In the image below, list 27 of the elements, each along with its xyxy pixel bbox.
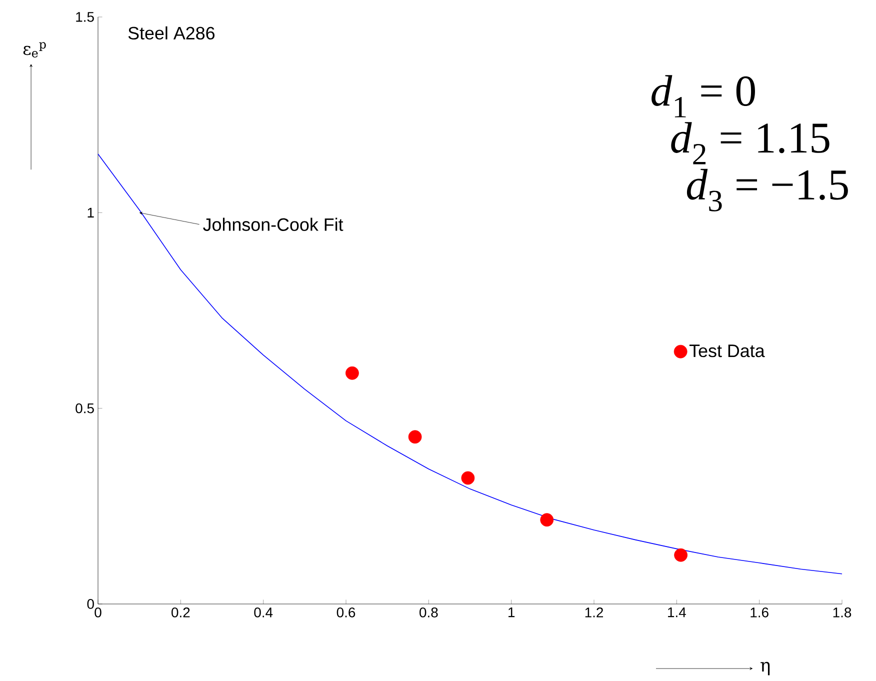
- y-tick-label: 0: [87, 599, 94, 609]
- annotation: d$_{1}$ = 0: [652, 75, 755, 118]
- chart-title: Steel A286: [128, 26, 214, 40]
- x-tick-label: 0: [94, 607, 102, 618]
- y-axis-title: ε$_{e}$p: [23, 42, 46, 58]
- x-tick-label: 1.6: [750, 607, 768, 618]
- x-tick-label: 0.6: [336, 607, 356, 618]
- y-tick-label: 1.5: [76, 12, 94, 22]
- x-tick-label: 0.4: [254, 607, 273, 618]
- point: [674, 548, 688, 562]
- point: [540, 513, 554, 527]
- point: [461, 471, 475, 485]
- x-tick-label: 1.4: [668, 608, 686, 618]
- x-tick-label: 1.8: [833, 607, 852, 618]
- y-tick-label: 0.5: [76, 403, 94, 414]
- annotation: Johnson-Cook Fit: [203, 218, 344, 231]
- annotation: d$_{2}$ = 1.15: [671, 122, 830, 164]
- x-tick-label: 0.2: [172, 607, 190, 618]
- point: [346, 366, 359, 380]
- y-tick-label: 1: [88, 208, 94, 218]
- annotation: d$_{3}$ = −1.5: [686, 168, 848, 212]
- x-tick-label: 1.2: [585, 607, 604, 618]
- x-axis-title: η: [760, 662, 770, 676]
- point: [408, 430, 422, 444]
- x-tick-label: 0.8: [420, 607, 438, 618]
- x-tick-label: 1: [508, 608, 515, 618]
- legend-label: Test Data: [689, 344, 765, 358]
